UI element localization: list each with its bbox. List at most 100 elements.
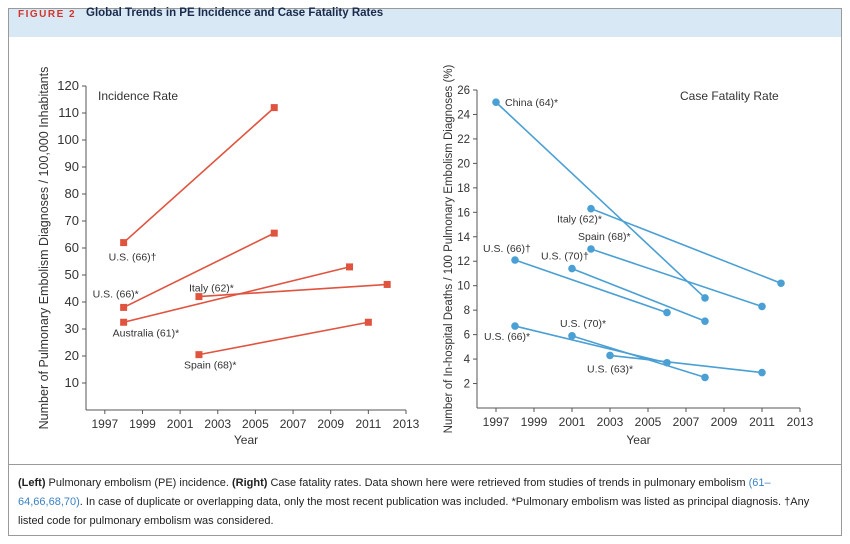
series-line [571,267,706,322]
y-tick-label: 12 [457,256,470,268]
data-point [777,279,785,288]
y-axis-title: Number of In-hospital Deaths / 100 Pulmo… [443,64,455,433]
x-tick-label: 2013 [393,417,420,431]
x-tick-label: 1997 [483,415,510,429]
x-tick-label: 2007 [673,415,700,429]
panel-title: Incidence Rate [98,89,178,103]
y-tick-label: 24 [457,109,470,121]
y-tick-label: 50 [65,267,79,282]
series-label: Spain (68)* [184,360,237,372]
data-point [587,245,595,253]
y-tick-label: 22 [457,134,470,146]
figure-label: FIGURE 2 [18,9,77,20]
x-tick-label: 2005 [635,415,662,429]
x-tick-label: 2003 [204,417,231,431]
y-tick-label: 80 [65,186,79,201]
x-tick-label: 2013 [787,415,814,429]
series-line [198,321,369,356]
data-point [568,264,576,273]
y-tick-label: 60 [65,240,79,255]
series-label: U.S. (63)* [587,363,633,375]
figure-frame [8,8,842,536]
data-point [568,332,576,340]
data-point [663,308,671,317]
data-point [701,317,709,325]
series-label: Australia (61)* [113,327,180,339]
y-tick-label: 14 [457,232,470,244]
data-point [120,303,128,311]
caption-left-text: Pulmonary embolism (PE) incidence. [45,477,232,489]
x-tick-label: 2011 [355,417,381,431]
data-point [195,293,203,301]
y-tick-label: 10 [457,281,470,293]
data-point [701,373,709,382]
y-tick-label: 10 [65,375,79,390]
series-label: U.S. (66)† [109,252,157,264]
y-tick-label: 40 [65,294,79,309]
series-line [123,107,275,244]
data-point [120,239,128,247]
data-point [492,98,500,107]
series-label: China (64)* [505,97,558,109]
data-point [701,294,709,302]
caption-right-label: (Right) [231,477,268,489]
series-label: U.S. (70)† [541,251,589,263]
x-axis-title: Year [234,433,258,447]
series-label: Spain (68)* [578,231,631,243]
y-tick-label: 90 [65,159,79,174]
y-tick-label: 6 [464,330,470,342]
caption-references-link[interactable]: (61–64,66,68,70) [18,477,771,508]
panel-title: Case Fatality Rate [680,89,779,103]
y-tick-label: 100 [57,132,79,147]
data-point [758,302,766,311]
series-line [590,248,763,308]
data-point [120,318,128,326]
data-point [511,322,519,330]
y-tick-label: 120 [57,78,79,93]
series-label: U.S. (66)* [93,288,139,300]
series-label: Italy (62)* [189,283,234,295]
y-tick-label: 18 [457,183,470,195]
x-tick-label: 2007 [280,417,307,431]
y-tick-label: 4 [464,354,471,366]
x-tick-label: 2005 [242,417,269,431]
y-tick-label: 8 [464,305,470,317]
data-point [511,256,519,264]
data-point [270,229,278,237]
data-point [270,104,278,112]
data-point [587,204,595,213]
x-tick-label: 2001 [167,417,194,431]
series-line [590,207,782,284]
data-point [364,318,372,326]
series-line [514,325,668,364]
series-label: U.S. (70)* [560,318,606,330]
series-line [514,259,668,314]
caption-right-text: Case fatality rates. Data shown here wer… [267,477,749,489]
series-line [609,354,763,374]
figure-title: Global Trends in PE Incidence and Case F… [86,7,384,19]
series-label: U.S. (66)† [483,243,531,255]
caption-box [9,464,841,535]
x-tick-label: 2001 [559,415,586,429]
series-line [123,232,275,309]
x-tick-label: 2011 [749,415,775,429]
series-line [495,101,706,299]
y-tick-label: 2 [464,379,470,391]
x-tick-label: 2003 [597,415,624,429]
series-line [198,283,388,298]
series-label: U.S. (66)* [484,331,530,343]
figure-caption: (Left) Pulmonary embolism (PE) incidence… [18,474,828,531]
y-tick-label: 26 [457,85,470,97]
figure-header [9,9,841,37]
x-axis-title: Year [626,433,650,447]
series-label: Italy (62)* [557,214,602,226]
caption-rest-text: . In case of duplicate or overlapping da… [18,496,810,527]
y-tick-label: 110 [58,105,79,120]
y-tick-label: 70 [65,213,79,228]
x-tick-label: 1999 [129,417,156,431]
incidence-rate-chart: 10 20 30 40 50 60 70 80 90 100 110 120 1997 1999 2001 2… [37,67,420,447]
y-tick-label: 20 [65,348,79,363]
data-point [346,263,354,271]
x-tick-label: 2009 [317,417,344,431]
